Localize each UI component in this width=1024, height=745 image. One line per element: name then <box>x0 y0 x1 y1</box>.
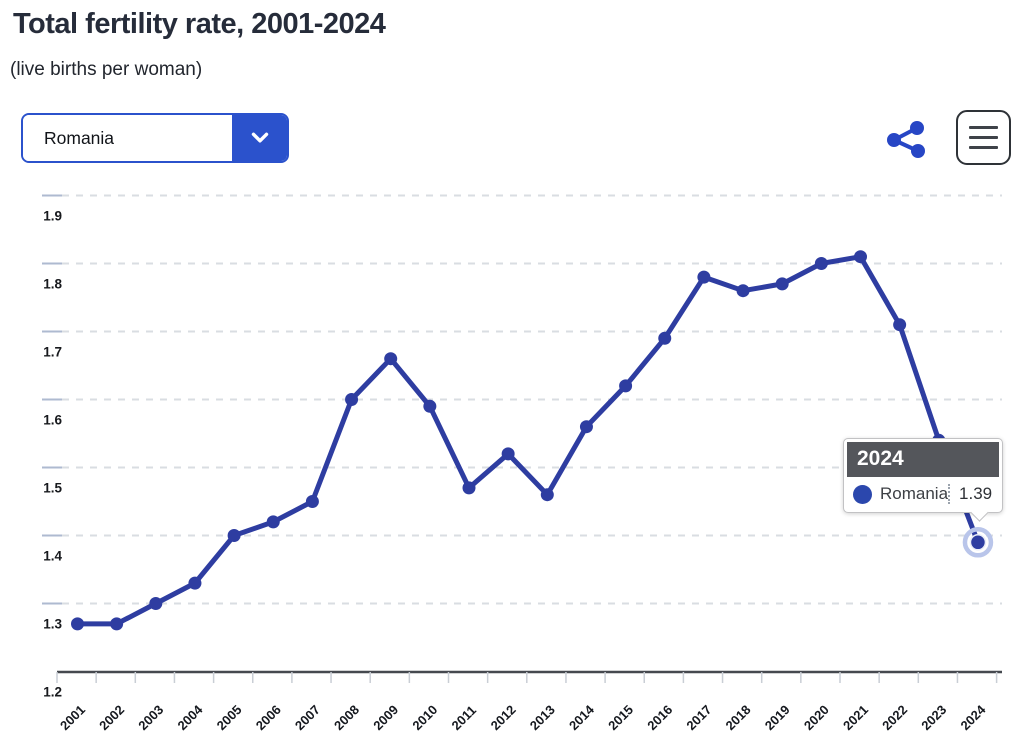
svg-text:2009: 2009 <box>370 702 401 733</box>
svg-text:2016: 2016 <box>644 702 675 733</box>
dropdown-open-button[interactable] <box>232 115 287 161</box>
tooltip-value: 1.39 <box>959 484 993 504</box>
svg-text:1.3: 1.3 <box>43 617 62 632</box>
svg-text:2013: 2013 <box>527 702 558 733</box>
series-marker-icon <box>853 484 872 504</box>
tooltip-series-label: Romania <box>880 484 949 504</box>
svg-text:2011: 2011 <box>449 703 480 734</box>
chevron-down-icon <box>247 124 273 153</box>
svg-text:1.4: 1.4 <box>43 549 62 564</box>
chart-tooltip: 2024 Romania 1.39 <box>843 438 1003 522</box>
share-button[interactable] <box>884 117 928 161</box>
svg-text:2005: 2005 <box>214 702 245 733</box>
menu-button[interactable] <box>956 110 1011 165</box>
svg-text:2008: 2008 <box>331 702 362 733</box>
svg-text:2021: 2021 <box>840 702 871 733</box>
country-dropdown[interactable]: Romania <box>21 113 289 163</box>
svg-text:2015: 2015 <box>605 702 636 733</box>
svg-text:1.6: 1.6 <box>43 413 62 428</box>
svg-text:1.5: 1.5 <box>43 481 62 496</box>
page-title: Total fertility rate, 2001-2024 <box>13 8 386 40</box>
svg-text:2022: 2022 <box>879 702 910 733</box>
svg-text:2019: 2019 <box>762 702 793 733</box>
svg-text:2003: 2003 <box>135 702 166 733</box>
svg-text:2006: 2006 <box>253 702 284 733</box>
svg-text:2018: 2018 <box>723 702 754 733</box>
svg-text:2020: 2020 <box>801 702 832 733</box>
tooltip-separator <box>948 484 951 505</box>
svg-text:2001: 2001 <box>57 702 88 733</box>
svg-text:1.9: 1.9 <box>43 209 62 224</box>
tooltip-year: 2024 <box>847 442 999 478</box>
svg-text:2010: 2010 <box>409 702 440 733</box>
svg-text:2007: 2007 <box>292 702 323 733</box>
svg-text:2002: 2002 <box>96 702 127 733</box>
page-subtitle: (live births per woman) <box>10 59 203 80</box>
svg-text:2023: 2023 <box>918 702 949 733</box>
share-icon <box>884 121 928 164</box>
svg-text:2004: 2004 <box>174 702 206 734</box>
svg-text:1.2: 1.2 <box>43 685 62 700</box>
hamburger-menu-icon <box>969 125 998 150</box>
svg-text:2012: 2012 <box>488 702 519 733</box>
svg-text:1.8: 1.8 <box>43 277 62 292</box>
svg-text:2024: 2024 <box>957 702 989 734</box>
country-dropdown-value: Romania <box>23 115 232 161</box>
svg-text:1.7: 1.7 <box>43 345 62 360</box>
svg-text:2017: 2017 <box>683 702 714 733</box>
svg-text:2014: 2014 <box>566 702 598 734</box>
